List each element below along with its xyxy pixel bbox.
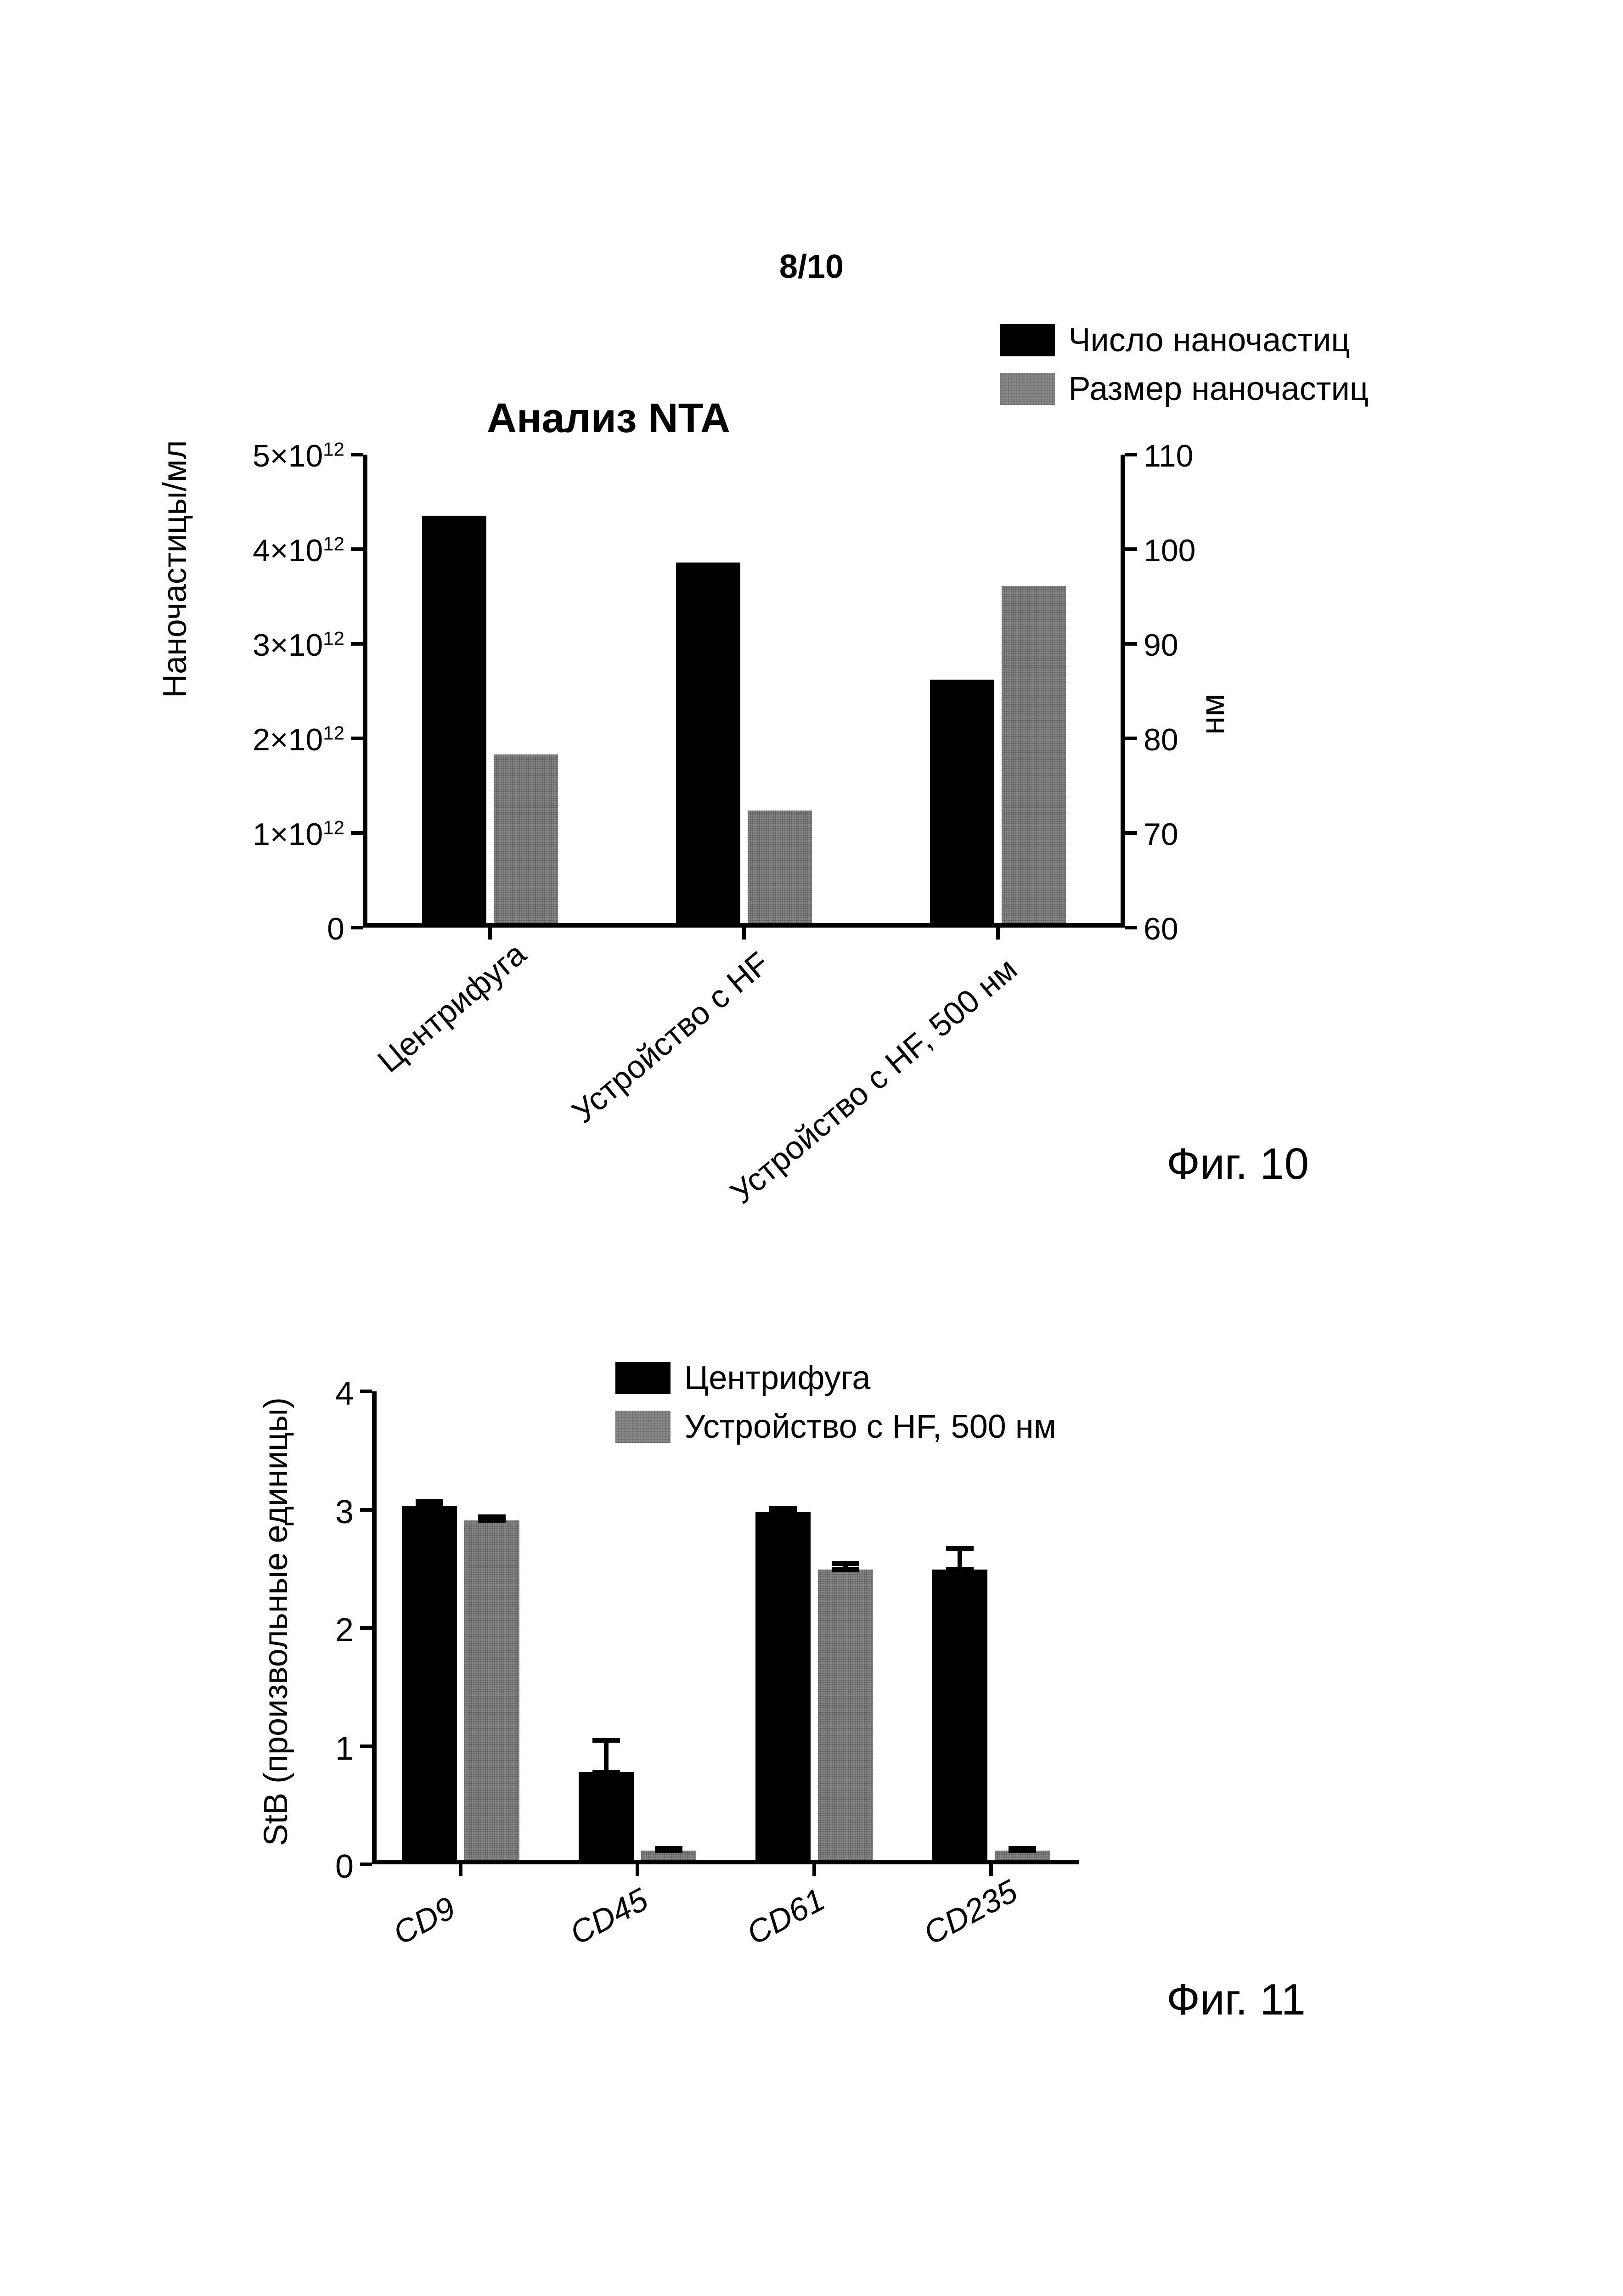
- fig10-xlabel: Центрифуга: [371, 935, 533, 1080]
- fig10-xlabel: Устройство с HF: [565, 945, 776, 1130]
- fig11-ylabel: 2: [299, 1611, 354, 1649]
- fig10-plot-area: 01×10122×10123×10124×10125×1012 60708090…: [363, 455, 1125, 928]
- fig10-xtick: [488, 928, 492, 940]
- fig10-ytick-right: [1125, 453, 1137, 456]
- fig10-bar-count: [676, 563, 740, 923]
- fig11-y-title: StB (произвольные единицы): [257, 1397, 295, 1846]
- error-bar-mid: [1009, 1848, 1036, 1853]
- page-number: 8/10: [0, 248, 1623, 286]
- fig11-bar-centrifuge: [932, 1570, 987, 1860]
- legend-label-count: Число наночастиц: [1069, 321, 1350, 359]
- fig10-ytick-right: [1125, 547, 1137, 551]
- fig11-y-axis: [372, 1391, 377, 1864]
- legend-item-size: Размер наночастиц: [1000, 370, 1369, 408]
- error-bar-mid: [769, 1510, 797, 1514]
- fig10-title: Анализ NTA: [487, 395, 730, 442]
- fig11-xtick: [812, 1864, 816, 1876]
- fig10-ylabel-left: 5×1012: [225, 438, 344, 474]
- swatch-black-icon: [615, 1362, 671, 1394]
- fig10-ytick-right: [1125, 642, 1137, 646]
- fig10-caption: Фиг. 10: [1167, 1139, 1309, 1189]
- fig11-xtick: [459, 1864, 462, 1876]
- page: 8/10 Число наночастиц Размер наночастиц …: [0, 0, 1623, 2296]
- error-bar-cap: [946, 1546, 974, 1551]
- error-bar-mid: [478, 1518, 506, 1523]
- fig11-ytick: [360, 1745, 372, 1748]
- fig10-xtick: [996, 928, 1000, 940]
- error-bar-cap: [416, 1499, 443, 1504]
- fig10-ytick-left: [351, 453, 363, 456]
- fig11-ytick: [360, 1390, 372, 1393]
- fig10-ylabel-right: 110: [1144, 438, 1217, 474]
- error-bar-mid: [655, 1848, 682, 1853]
- fig10-xlabel: Устройство с HF, 500 нм: [723, 951, 1024, 1211]
- fig11-xlabel: CD61: [741, 1881, 831, 1952]
- fig10-xtick: [742, 928, 746, 940]
- fig11-bar-hf500: [818, 1570, 873, 1860]
- fig10-bar-size: [748, 810, 812, 923]
- fig11-xlabel: CD235: [918, 1873, 1023, 1952]
- fig10-bar-size: [1002, 586, 1066, 923]
- fig10-ytick-left: [351, 642, 363, 646]
- fig11-ytick: [360, 1508, 372, 1512]
- fig11-ylabel: 3: [299, 1493, 354, 1531]
- fig11-xtick: [989, 1864, 993, 1876]
- fig10-ytick-left: [351, 831, 363, 835]
- fig10-ytick-right: [1125, 926, 1137, 929]
- fig10-ylabel-right: 70: [1144, 816, 1217, 852]
- fig10-ytick-left: [351, 547, 363, 551]
- fig11-ylabel: 4: [299, 1375, 354, 1412]
- fig10-y-right-title: нм: [1194, 694, 1232, 735]
- fig11-ylabel: 0: [299, 1848, 354, 1885]
- fig11-ytick: [360, 1626, 372, 1630]
- fig10-bar-count: [930, 680, 994, 923]
- fig11-xtick: [636, 1864, 639, 1876]
- fig11-bar-centrifuge: [402, 1506, 457, 1860]
- fig11-ylabel: 1: [299, 1730, 354, 1767]
- fig11-xlabel: CD9: [387, 1889, 461, 1952]
- fig11-bar-hf500: [464, 1520, 519, 1860]
- fig10-y-axis-left: [363, 455, 367, 928]
- error-bar-mid: [416, 1504, 443, 1508]
- legend-label-size: Размер наночастиц: [1069, 370, 1369, 408]
- fig11-bar-centrifuge: [579, 1772, 634, 1860]
- fig10-ytick-left: [351, 737, 363, 740]
- fig10-ylabel-right: 100: [1144, 533, 1217, 568]
- fig11-bar-centrifuge: [755, 1512, 811, 1860]
- fig10-ylabel-right: 90: [1144, 627, 1217, 663]
- fig11-x-axis: [372, 1860, 1079, 1864]
- error-bar-mid: [946, 1567, 974, 1572]
- fig10-bar-size: [494, 754, 558, 923]
- swatch-gray-icon: [1000, 373, 1055, 405]
- fig10-ylabel-left: 2×1012: [225, 722, 344, 758]
- error-bar: [604, 1740, 609, 1772]
- fig10-y-left-title: Наночастицы/мл: [156, 440, 194, 698]
- fig11-caption: Фиг. 11: [1167, 1975, 1306, 2025]
- fig11-xlabel: CD45: [564, 1881, 654, 1952]
- fig10-legend: Число наночастиц Размер наночастиц: [1000, 321, 1369, 419]
- fig10-ytick-right: [1125, 737, 1137, 740]
- error-bar-mid: [592, 1770, 620, 1774]
- fig11-ytick: [360, 1863, 372, 1866]
- fig10-ylabel-left: 3×1012: [225, 627, 344, 663]
- legend-item-count: Число наночастиц: [1000, 321, 1369, 359]
- fig11-plot-area: 01234: [372, 1391, 1079, 1864]
- fig10-ylabel-left: 4×1012: [225, 533, 344, 568]
- fig10-ytick-right: [1125, 831, 1137, 835]
- fig10-ylabel-left: 0: [225, 911, 344, 947]
- fig10-ytick-left: [351, 926, 363, 929]
- error-bar: [958, 1548, 962, 1570]
- fig10-ylabel-left: 1×1012: [225, 816, 344, 852]
- fig10-y-axis-right: [1121, 455, 1125, 928]
- swatch-black-icon: [1000, 324, 1055, 356]
- fig10-x-axis: [363, 923, 1125, 928]
- fig10-ylabel-right: 60: [1144, 911, 1217, 947]
- error-bar-cap: [832, 1561, 859, 1566]
- error-bar-cap: [592, 1738, 620, 1743]
- error-bar-mid: [832, 1567, 859, 1572]
- fig10-bar-count: [422, 516, 486, 923]
